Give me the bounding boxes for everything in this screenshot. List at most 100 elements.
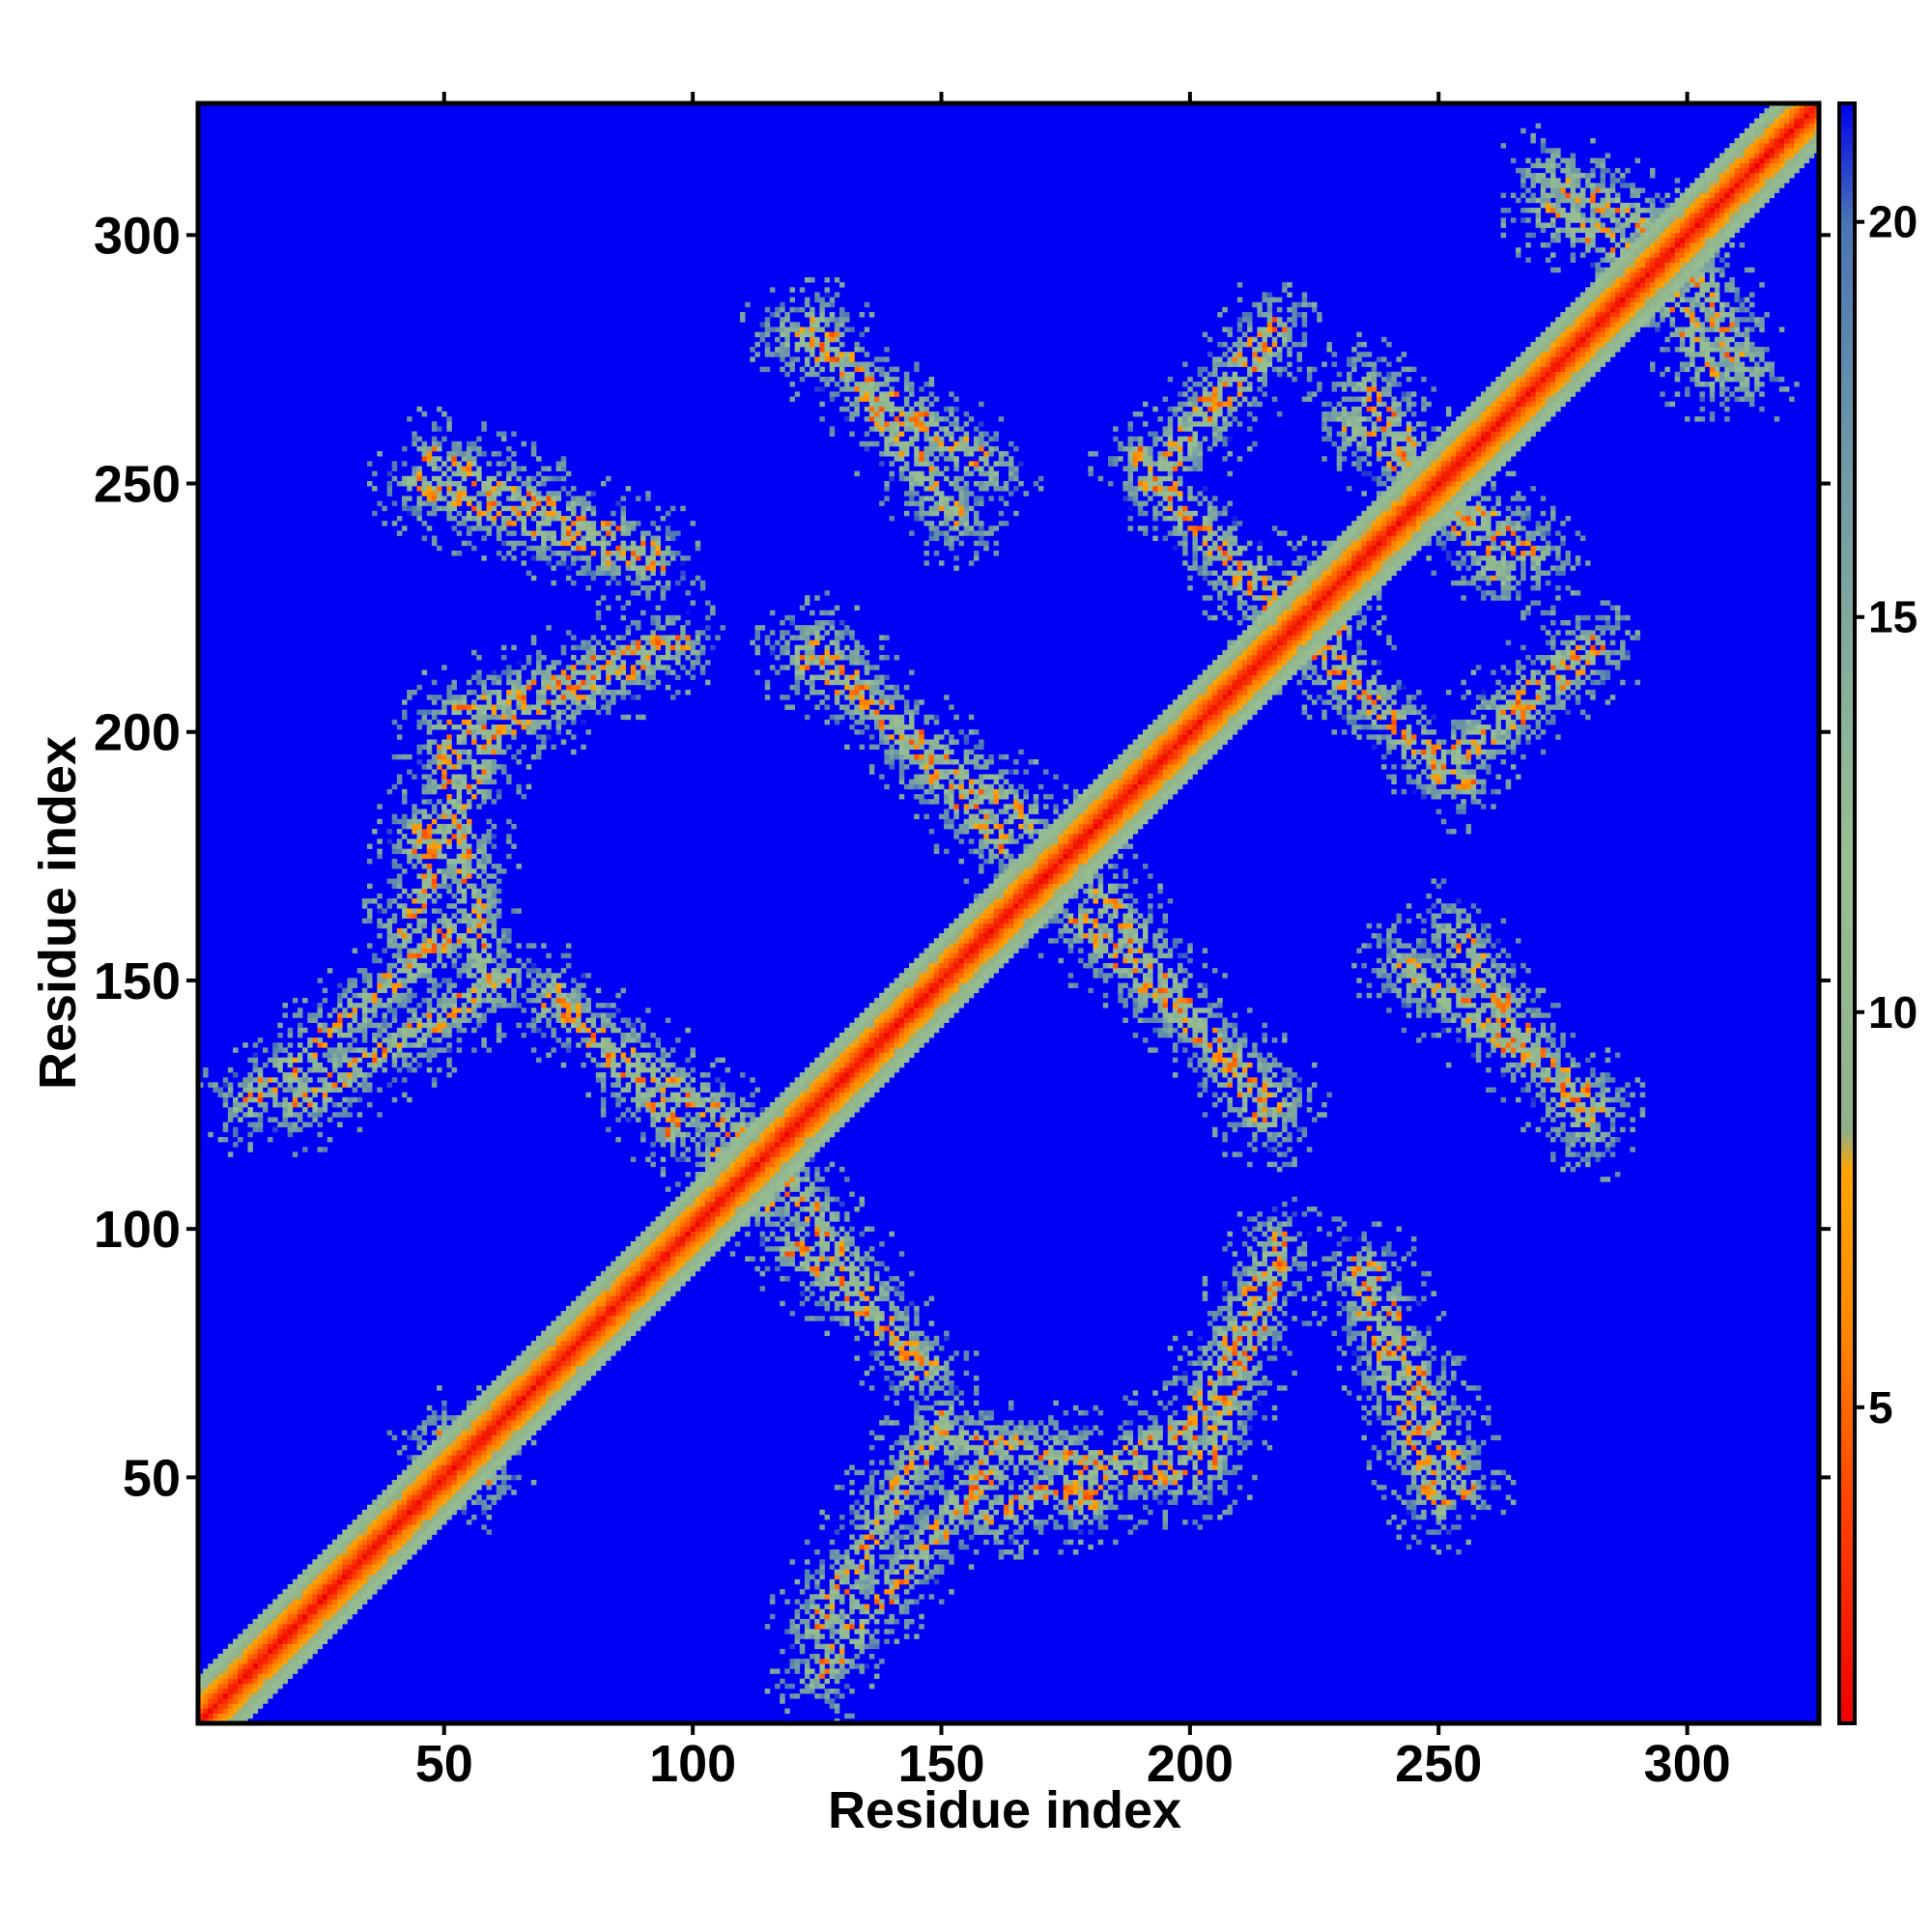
heatmap-cell: [426, 823, 433, 830]
heatmap-cell: [421, 1534, 428, 1540]
heatmap-cell: [322, 1066, 328, 1073]
heatmap-cell: [456, 868, 463, 874]
heatmap-cell: [416, 838, 422, 844]
heatmap-cell: [347, 1578, 353, 1585]
heatmap-cell: [451, 456, 457, 462]
heatmap-cell: [461, 893, 468, 899]
heatmap-cell: [1152, 1425, 1158, 1431]
heatmap-cell: [471, 1027, 477, 1034]
heatmap-cell: [879, 1544, 885, 1550]
heatmap-cell: [386, 486, 393, 492]
heatmap-cell: [998, 1455, 1005, 1461]
heatmap-cell: [297, 1012, 303, 1018]
heatmap-cell: [466, 445, 472, 452]
heatmap-cell: [486, 1400, 492, 1406]
heatmap-cell: [1048, 1415, 1054, 1421]
heatmap-cell: [396, 883, 403, 890]
heatmap-cell: [426, 834, 433, 839]
heatmap-cell: [1167, 1474, 1174, 1481]
heatmap-cell: [386, 938, 393, 944]
heatmap-cell: [1088, 1460, 1094, 1465]
heatmap-cell: [252, 1688, 259, 1694]
heatmap-cell: [342, 1569, 348, 1575]
heatmap-cell: [322, 1634, 328, 1639]
heatmap-cell: [1013, 1425, 1019, 1431]
heatmap-cell: [391, 997, 398, 1004]
heatmap-cell: [382, 1548, 387, 1555]
heatmap-cell: [914, 1634, 920, 1639]
heatmap-cell: [884, 1474, 890, 1481]
heatmap-cell: [511, 1375, 517, 1381]
heatmap-cell: [1217, 1469, 1223, 1476]
heatmap-cell: [208, 1683, 213, 1690]
heatmap-cell: [799, 1659, 806, 1664]
heatmap-cell: [312, 1012, 318, 1018]
heatmap-cell: [257, 1101, 264, 1108]
heatmap-cell: [804, 1688, 810, 1694]
heatmap-cell: [1088, 1430, 1094, 1435]
heatmap-cell: [471, 893, 477, 899]
heatmap-cell: [461, 695, 468, 700]
heatmap-cell: [451, 695, 457, 700]
heatmap-cell: [307, 1037, 313, 1043]
heatmap-cell: [317, 1589, 323, 1595]
heatmap-cell: [526, 1420, 532, 1426]
heatmap-cell: [391, 898, 398, 904]
heatmap-cell: [1072, 1490, 1079, 1495]
heatmap-cell: [421, 669, 428, 675]
heatmap-cell: [426, 486, 433, 492]
heatmap-cell: [272, 1663, 278, 1669]
heatmap-cell: [372, 1052, 378, 1058]
heatmap-cell: [1386, 1430, 1392, 1435]
heatmap-cell: [1043, 1425, 1049, 1431]
heatmap-cell: [446, 426, 452, 432]
heatmap-cell: [983, 1494, 989, 1500]
heatmap-cell: [958, 1430, 964, 1435]
heatmap-cell: [560, 1400, 567, 1406]
heatmap-cell: [386, 1569, 393, 1575]
heatmap-cell: [446, 699, 452, 705]
heatmap-cell: [416, 1479, 422, 1486]
heatmap-cell: [1023, 1425, 1029, 1431]
heatmap-cell: [938, 1435, 945, 1441]
heatmap-cell: [1197, 1435, 1204, 1441]
heatmap-cell: [431, 505, 438, 512]
heatmap-cell: [377, 973, 383, 979]
heatmap-cell: [421, 1037, 428, 1043]
heatmap-cell: [247, 1678, 253, 1685]
heatmap-cell: [1410, 1469, 1417, 1476]
heatmap-cell: [868, 1444, 875, 1451]
heatmap-cell: [361, 1027, 368, 1034]
heatmap-cell: [521, 540, 527, 547]
heatmap-cell: [1391, 1395, 1397, 1401]
heatmap-cell: [327, 1072, 333, 1078]
heatmap-cell: [854, 1638, 860, 1644]
heatmap-cell: [476, 1460, 482, 1465]
heatmap-cell: [476, 1479, 482, 1486]
heatmap-cell: [1078, 1494, 1084, 1500]
heatmap-cell: [486, 690, 492, 696]
heatmap-cell: [302, 1624, 308, 1630]
heatmap-cell: [1033, 1435, 1039, 1441]
heatmap-cell: [1078, 1490, 1084, 1495]
heatmap-cell: [302, 1653, 308, 1660]
heatmap-cell: [377, 1062, 383, 1068]
heatmap-cell: [268, 1136, 273, 1143]
heatmap-cell: [1157, 1499, 1163, 1505]
heatmap-cell: [307, 1578, 313, 1585]
heatmap-cell: [476, 744, 482, 751]
heatmap-cell: [993, 1485, 1000, 1491]
heatmap-cell: [456, 1490, 463, 1495]
heatmap-cell: [377, 1514, 383, 1520]
heatmap-cell: [367, 1101, 373, 1108]
heatmap-cell: [282, 1012, 288, 1018]
heatmap-cell: [864, 1485, 870, 1491]
heatmap-cell: [222, 1648, 229, 1655]
heatmap-cell: [372, 1008, 378, 1013]
heatmap-cell: [367, 1072, 373, 1078]
heatmap-cell: [1009, 1548, 1014, 1555]
heatmap-cell: [481, 1395, 487, 1401]
heatmap-cell: [1083, 1435, 1089, 1441]
heatmap-cell: [331, 1027, 338, 1034]
heatmap-cell: [466, 530, 472, 536]
